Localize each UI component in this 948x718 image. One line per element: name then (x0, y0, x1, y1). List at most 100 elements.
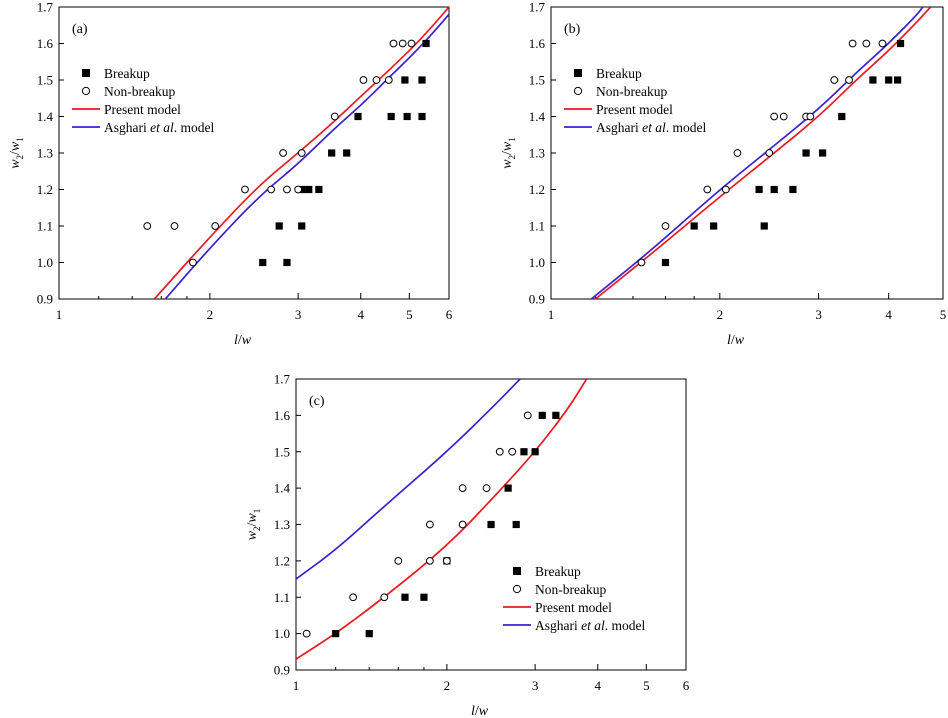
y-tick-label: 1.7 (529, 0, 546, 15)
non-breakup-point (721, 185, 730, 194)
y-tick-label: 1.1 (529, 219, 545, 234)
non-breakup-point (372, 76, 381, 84)
non-breakup-point (779, 112, 788, 121)
y-tick-label: 1.0 (37, 255, 53, 270)
non-breakup-point (862, 39, 871, 48)
y-tick-label: 1.1 (274, 590, 290, 605)
breakup-point (710, 222, 718, 230)
legend: Breakup Non-breakup Present model Asghari e… (72, 66, 214, 135)
y-tick-label: 1.4 (274, 481, 291, 496)
asghari-model-curve (296, 379, 521, 580)
asghari-model-curve (590, 7, 924, 299)
non-breakup-point (302, 629, 311, 638)
y-tick-label: 1.5 (274, 444, 290, 459)
non-breakup-point (283, 185, 291, 194)
y-axis-title: w2/w1 (8, 137, 25, 169)
y-axis-title: w2/w1 (500, 137, 517, 169)
breakup-point (418, 76, 426, 84)
y-tick-label: 1.6 (529, 36, 546, 51)
plot-frame (550, 6, 944, 300)
x-tick-label: 2 (207, 307, 214, 322)
legend-present-label: Present model (535, 600, 612, 615)
legend-non-breakup-marker (81, 86, 91, 96)
breakup-point (401, 593, 409, 601)
x-tick-label: 1 (548, 307, 555, 322)
x-tick-label: 2 (444, 678, 451, 693)
breakup-point (770, 185, 778, 194)
non-breakup-point (765, 149, 774, 157)
breakup-point (275, 222, 283, 230)
non-breakup-point (830, 76, 839, 84)
y-tick-label: 1.3 (274, 517, 290, 532)
x-tick-label: 3 (295, 307, 302, 322)
legend: Breakup Non-breakup Present model Asghari e… (503, 564, 645, 633)
legend-non-breakup-label: Non-breakup (104, 84, 175, 99)
non-breakup-point (637, 258, 646, 267)
legend-asghari-label: Asghari et al. model (535, 618, 645, 633)
non-breakup-point (523, 411, 532, 420)
breakup-point (819, 149, 827, 157)
breakup-point (283, 258, 291, 267)
y-tick-label: 1.6 (37, 36, 54, 51)
y-tick-label: 1.0 (529, 255, 545, 270)
x-tick-label: 4 (357, 307, 364, 322)
non-breakup-point (267, 185, 276, 194)
legend-non-breakup-marker (573, 86, 583, 96)
y-tick-label: 1.6 (274, 408, 291, 423)
breakup-point (531, 448, 539, 456)
breakup-point (802, 149, 810, 157)
x-tick-label: 5 (940, 307, 947, 322)
breakup-point (661, 258, 670, 267)
non-breakup-point (733, 149, 742, 157)
y-tick-label: 1.2 (37, 182, 53, 197)
x-axis-title: l/w (234, 333, 252, 348)
non-breakup-point (359, 76, 368, 84)
panel-2: 0.9 1.0 1.1 1.2 1.3 1.4 1.5 1.6 1.7 1 2 3 4 5 6 (c) l/w w… (245, 372, 690, 718)
y-tick-label: 1.4 (529, 109, 546, 124)
x-tick-label: 5 (643, 678, 650, 693)
panel-label: (a) (72, 22, 88, 37)
non-breakup-point (143, 222, 152, 230)
y-tick-label: 1.0 (274, 626, 290, 641)
legend-asghari-label: Asghari et al. model (104, 120, 214, 135)
y-tick-label: 1.1 (37, 219, 53, 234)
non-breakup-point (661, 222, 670, 230)
breakup-point (387, 112, 395, 121)
y-tick-label: 0.9 (529, 292, 545, 307)
breakup-point (538, 411, 546, 419)
y-tick-label: 1.5 (529, 73, 545, 88)
breakup-point (760, 222, 768, 230)
non-breakup-point (770, 112, 779, 121)
x-tick-label: 3 (532, 678, 539, 693)
non-breakup-point (398, 39, 407, 48)
plot-frame (58, 6, 450, 300)
breakup-point (894, 76, 902, 84)
legend-breakup-label: Breakup (104, 66, 150, 81)
breakup-point (418, 112, 426, 121)
panel-label: (c) (309, 394, 325, 409)
y-tick-label: 1.5 (37, 73, 53, 88)
x-tick-label: 1 (293, 678, 300, 693)
x-tick-label: 1 (56, 307, 63, 322)
legend-non-breakup-label: Non-breakup (535, 582, 606, 597)
breakup-point (343, 149, 351, 157)
y-tick-label: 1.7 (274, 372, 291, 387)
breakup-point (896, 39, 905, 48)
breakup-point (420, 593, 428, 601)
y-tick-label: 1.7 (37, 0, 54, 15)
breakup-point (690, 222, 698, 230)
breakup-point (512, 520, 520, 529)
y-tick-label: 0.9 (274, 663, 290, 678)
breakup-point (552, 411, 560, 419)
breakup-point (259, 258, 267, 267)
breakup-point (332, 630, 340, 638)
asghari-model-curve (164, 13, 449, 299)
x-tick-label: 2 (717, 307, 724, 322)
x-tick-label: 4 (885, 307, 892, 322)
legend-present-label: Present model (596, 102, 673, 117)
x-axis-title: l/w (471, 704, 489, 718)
legend-non-breakup-label: Non-breakup (596, 84, 667, 99)
non-breakup-point (407, 39, 416, 48)
breakup-point (789, 185, 797, 194)
